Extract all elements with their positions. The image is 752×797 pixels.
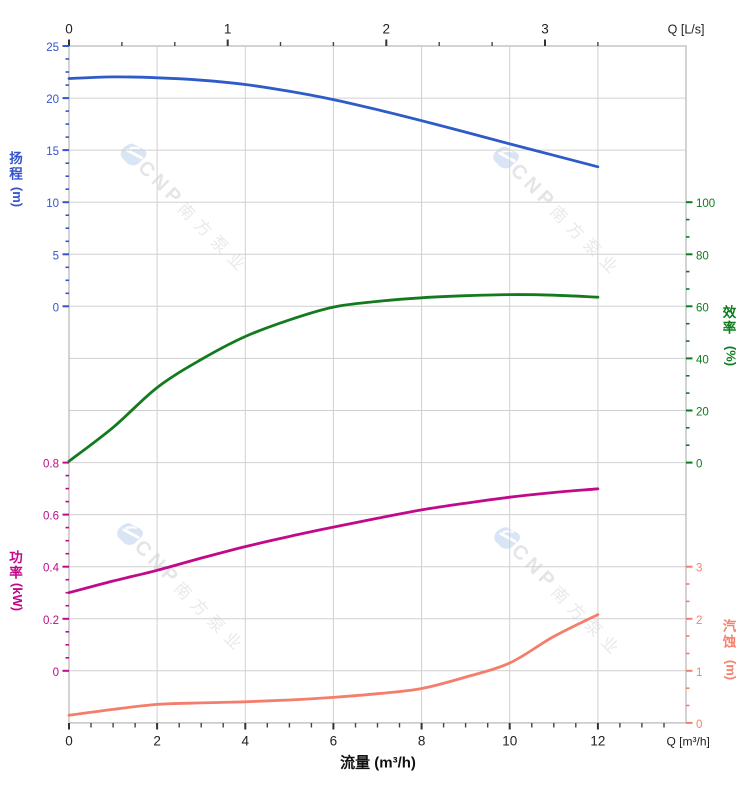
svg-text:效: 效 (723, 304, 737, 320)
svg-text:汽: 汽 (723, 618, 737, 634)
svg-text:40: 40 (696, 354, 709, 366)
svg-text:率: 率 (9, 565, 23, 581)
svg-text:0: 0 (53, 667, 59, 679)
svg-text:0: 0 (696, 459, 702, 471)
svg-text:0.8: 0.8 (43, 459, 59, 471)
svg-text:4: 4 (242, 734, 250, 749)
svg-text:2: 2 (153, 734, 161, 749)
svg-text:0: 0 (65, 22, 73, 37)
svg-text:100: 100 (696, 198, 715, 210)
svg-text:(kW): (kW) (10, 583, 25, 611)
svg-text:2: 2 (383, 22, 391, 37)
svg-text:蚀: 蚀 (722, 634, 737, 650)
svg-text:20: 20 (46, 94, 59, 106)
svg-text:1: 1 (696, 667, 702, 679)
svg-text:(m): (m) (724, 660, 739, 680)
svg-text:10: 10 (502, 734, 517, 749)
svg-text:(%): (%) (724, 346, 739, 366)
svg-text:功: 功 (9, 550, 23, 565)
svg-text:0.6: 0.6 (43, 511, 59, 523)
svg-text:15: 15 (46, 146, 59, 158)
svg-text:流量 (m³/h): 流量 (m³/h) (340, 754, 416, 772)
svg-text:1: 1 (224, 22, 232, 37)
svg-text:(m): (m) (10, 187, 25, 207)
svg-text:80: 80 (696, 250, 709, 262)
svg-text:12: 12 (590, 734, 605, 749)
svg-text:10: 10 (46, 198, 59, 210)
svg-text:3: 3 (696, 563, 702, 575)
svg-text:2: 2 (696, 615, 702, 627)
svg-text:8: 8 (418, 734, 426, 749)
svg-text:率: 率 (723, 320, 737, 336)
svg-text:Q [L/s]: Q [L/s] (668, 23, 705, 37)
svg-text:程: 程 (9, 167, 23, 182)
svg-text:6: 6 (330, 734, 338, 749)
svg-text:0.4: 0.4 (43, 563, 60, 575)
svg-text:Q [m³/h]: Q [m³/h] (667, 735, 710, 749)
svg-text:20: 20 (696, 406, 709, 418)
svg-text:25: 25 (46, 42, 59, 54)
svg-text:0: 0 (696, 719, 702, 731)
svg-text:3: 3 (541, 22, 549, 37)
svg-text:扬: 扬 (9, 150, 23, 166)
svg-text:60: 60 (696, 302, 709, 314)
svg-text:5: 5 (53, 250, 59, 262)
svg-text:0: 0 (65, 734, 73, 749)
svg-text:0.2: 0.2 (43, 615, 59, 627)
svg-text:0: 0 (53, 302, 59, 314)
